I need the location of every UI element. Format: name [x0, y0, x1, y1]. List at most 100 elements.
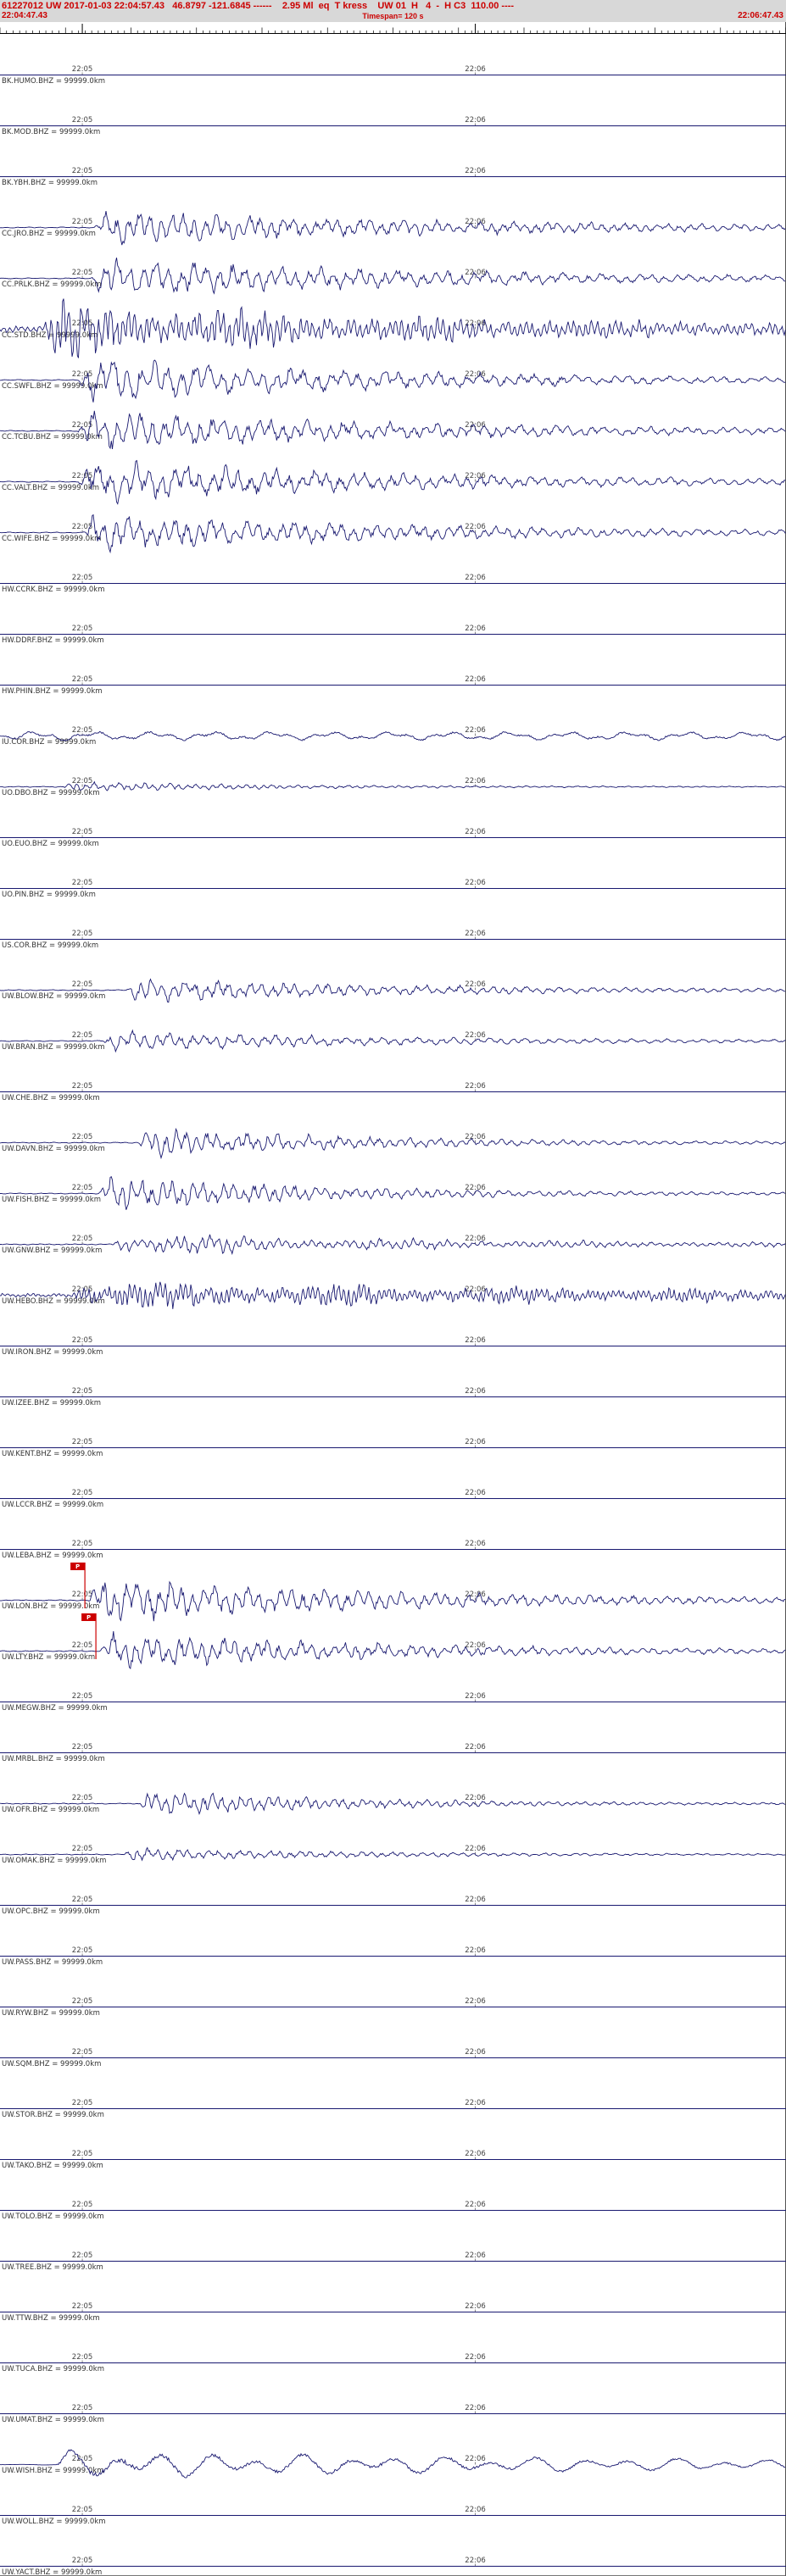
- trace-row[interactable]: 22:05 22:06 UW.DAVN.BHZ = 99999.0km: [0, 1127, 786, 1160]
- waveform[interactable]: [0, 258, 786, 295]
- trace-row[interactable]: 22:05 22:06 UO.EUO.BHZ = 99999.0km: [0, 828, 786, 848]
- trace-row[interactable]: 22:05 22:06 UW.TAKO.BHZ = 99999.0km: [0, 2150, 786, 2170]
- waveform[interactable]: [0, 1846, 786, 1862]
- trace-row[interactable]: 22:05 22:06 HW.PHIN.BHZ = 99999.0km: [0, 675, 786, 696]
- waveform[interactable]: [0, 730, 786, 741]
- trace-row[interactable]: 22:05 22:06 UW.LEBA.BHZ = 99999.0km: [0, 1540, 786, 1560]
- trace-row[interactable]: 22:05 22:06 BK.YBH.BHZ = 99999.0km: [0, 167, 786, 187]
- time-tick-label: 22:05: [72, 1285, 93, 1294]
- trace-row[interactable]: 22:05 22:06 UW.HEBO.BHZ = 99999.0km: [0, 1281, 786, 1309]
- trace-row[interactable]: 22:05 22:06 UW.KENT.BHZ = 99999.0km: [0, 1438, 786, 1458]
- time-tick-label: 22:06: [465, 1336, 486, 1345]
- time-tick-label: 22:05: [72, 1235, 93, 1243]
- waveform[interactable]: [0, 1580, 786, 1622]
- trace-row[interactable]: 22:05 22:06 UW.CHE.BHZ = 99999.0km: [0, 1082, 786, 1102]
- time-tick-label: 22:06: [465, 777, 486, 786]
- trace-row[interactable]: 22:05 22:06 UW.BRAN.BHZ = 99999.0km: [0, 1029, 786, 1053]
- station-label: UW.MEGW.BHZ = 99999.0km: [2, 1704, 108, 1713]
- time-tick-label: 22:05: [72, 2048, 93, 2057]
- trace-row[interactable]: 22:05 22:06 CC.JRO.BHZ = 99999.0km: [0, 211, 786, 246]
- trace-row[interactable]: 22:05 22:06 CC.PRLK.BHZ = 99999.0km: [0, 258, 786, 295]
- trace-row[interactable]: 22:05 22:06 UW.STOR.BHZ = 99999.0km: [0, 2099, 786, 2119]
- waveform[interactable]: [0, 1234, 786, 1256]
- trace-row[interactable]: 22:05 22:06 UW.MRBL.BHZ = 99999.0km: [0, 1743, 786, 1763]
- time-tick-label: 22:06: [465, 1031, 486, 1040]
- trace-row[interactable]: 22:05 22:06 HW.DDRF.BHZ = 99999.0km: [0, 625, 786, 645]
- station-label: BK.YBH.BHZ = 99999.0km: [2, 179, 98, 187]
- waveform[interactable]: [0, 1792, 786, 1816]
- trace-row[interactable]: 22:05 22:06 US.COR.BHZ = 99999.0km: [0, 930, 786, 950]
- trace-row[interactable]: 22:05 22:06 UW.MEGW.BHZ = 99999.0km: [0, 1692, 786, 1713]
- time-tick-label: 22:06: [465, 1845, 486, 1853]
- trace-row[interactable]: 22:05 22:06 CC.TCBU.BHZ = 99999.0km: [0, 410, 786, 450]
- waveform[interactable]: [0, 359, 786, 402]
- station-label: UW.KENT.BHZ = 99999.0km: [2, 1450, 103, 1458]
- time-tick-label: 22:05: [72, 1184, 93, 1192]
- trace-row[interactable]: 22:05 22:06 UW.WISH.BHZ = 99999.0km: [0, 2449, 786, 2479]
- time-tick-label: 22:06: [465, 2251, 486, 2260]
- waveform[interactable]: [0, 211, 786, 246]
- trace-row[interactable]: 22:05 22:06 UW.LTY.BHZ = 99999.0km: [0, 1630, 786, 1670]
- trace-row[interactable]: 22:05 22:06 IU.COR.BHZ = 99999.0km: [0, 726, 786, 747]
- trace-row[interactable]: 22:05 22:06 CC.WIFE.BHZ = 99999.0km: [0, 514, 786, 554]
- time-tick-label: 22:06: [465, 2150, 486, 2158]
- waveform[interactable]: [0, 1281, 786, 1309]
- trace-row[interactable]: 22:05 22:06 UW.TREE.BHZ = 99999.0km: [0, 2251, 786, 2272]
- trace-row[interactable]: 22:05 22:06 UW.OPC.BHZ = 99999.0km: [0, 1896, 786, 1916]
- waveform[interactable]: [0, 410, 786, 450]
- trace-row[interactable]: 22:05 22:06 UW.TTW.BHZ = 99999.0km: [0, 2302, 786, 2323]
- trace-row[interactable]: 22:05 22:06 UW.OMAK.BHZ = 99999.0km: [0, 1845, 786, 1865]
- trace-row[interactable]: 22:05 22:06 UW.LON.BHZ = 99999.0km: [0, 1580, 786, 1622]
- trace-row[interactable]: 22:05 22:06 CC.SWFL.BHZ = 99999.0km: [0, 359, 786, 402]
- time-tick-label: 22:06: [465, 1387, 486, 1396]
- station-label: CC.WIFE.BHZ = 99999.0km: [2, 535, 101, 543]
- trace-row[interactable]: 22:05 22:06 UW.PASS.BHZ = 99999.0km: [0, 1946, 786, 1967]
- waveform[interactable]: [0, 978, 786, 1003]
- trace-row[interactable]: 22:05 22:06 UW.OFR.BHZ = 99999.0km: [0, 1792, 786, 1816]
- time-tick-label: 22:05: [72, 269, 93, 277]
- trace-row[interactable]: 22:05 22:06 UW.RYW.BHZ = 99999.0km: [0, 1997, 786, 2018]
- waveform[interactable]: [0, 2449, 786, 2479]
- trace-row[interactable]: 22:05 22:06 BK.HUMO.BHZ = 99999.0km: [0, 65, 786, 86]
- pick-marker[interactable]: P: [81, 1613, 97, 1659]
- waveform[interactable]: [0, 514, 786, 554]
- time-tick-label: 22:05: [72, 1540, 93, 1548]
- trace-row[interactable]: 22:05 22:06 UW.GNW.BHZ = 99999.0km: [0, 1234, 786, 1256]
- trace-row[interactable]: 22:05 22:06 UW.SQM.BHZ = 99999.0km: [0, 2048, 786, 2068]
- station-label: UW.HEBO.BHZ = 99999.0km: [2, 1297, 105, 1306]
- trace-row[interactable]: 22:05 22:06 BK.MOD.BHZ = 99999.0km: [0, 116, 786, 136]
- trace-row[interactable]: 22:05 22:06 UW.BLOW.BHZ = 99999.0km: [0, 978, 786, 1003]
- station-label: HW.PHIN.BHZ = 99999.0km: [2, 687, 103, 696]
- trace-row[interactable]: 22:05 22:06 UO.PIN.BHZ = 99999.0km: [0, 879, 786, 899]
- time-tick-label: 22:06: [465, 472, 486, 480]
- trace-row[interactable]: 22:05 22:06 UW.YACT.BHZ = 99999.0km: [0, 2557, 786, 2576]
- trace-row[interactable]: 22:05 22:06 UW.IRON.BHZ = 99999.0km: [0, 1336, 786, 1357]
- waveform[interactable]: [0, 1630, 786, 1670]
- time-tick-label: 22:05: [72, 2353, 93, 2362]
- trace-row[interactable]: 22:05 22:06 UW.WOLL.BHZ = 99999.0km: [0, 2506, 786, 2526]
- waveform[interactable]: [0, 780, 786, 791]
- waveform[interactable]: [0, 298, 786, 358]
- waveform[interactable]: [0, 1029, 786, 1053]
- trace-row[interactable]: 22:05 22:06 UW.IZEE.BHZ = 99999.0km: [0, 1387, 786, 1407]
- time-tick-label: 22:06: [465, 2506, 486, 2514]
- trace-row[interactable]: 22:05 22:06 UW.TOLO.BHZ = 99999.0km: [0, 2201, 786, 2221]
- trace-row[interactable]: 22:05 22:06 UW.TUCA.BHZ = 99999.0km: [0, 2353, 786, 2373]
- time-tick-label: 22:06: [465, 1235, 486, 1243]
- waveform[interactable]: [0, 1176, 786, 1210]
- trace-row[interactable]: 22:05 22:06 CC.VALT.BHZ = 99999.0km: [0, 459, 786, 505]
- waveform[interactable]: [0, 459, 786, 505]
- trace-row[interactable]: 22:05 22:06 HW.CCRK.BHZ = 99999.0km: [0, 574, 786, 594]
- trace-row[interactable]: 22:05 22:06 UO.DBO.BHZ = 99999.0km: [0, 777, 786, 797]
- trace-row[interactable]: 22:05 22:06 UW.LCCR.BHZ = 99999.0km: [0, 1489, 786, 1509]
- time-tick-label: 22:05: [72, 1641, 93, 1650]
- trace-row[interactable]: 22:05 22:06 UW.FISH.BHZ = 99999.0km: [0, 1176, 786, 1210]
- station-label: CC.VALT.BHZ = 99999.0km: [2, 484, 99, 492]
- trace-row[interactable]: 22:05 22:06 UW.UMAT.BHZ = 99999.0km: [0, 2404, 786, 2424]
- pick-marker[interactable]: P: [70, 1563, 86, 1608]
- time-tick-label: 22:05: [72, 65, 93, 74]
- waveform[interactable]: [0, 1127, 786, 1160]
- station-label: UW.TREE.BHZ = 99999.0km: [2, 2263, 103, 2272]
